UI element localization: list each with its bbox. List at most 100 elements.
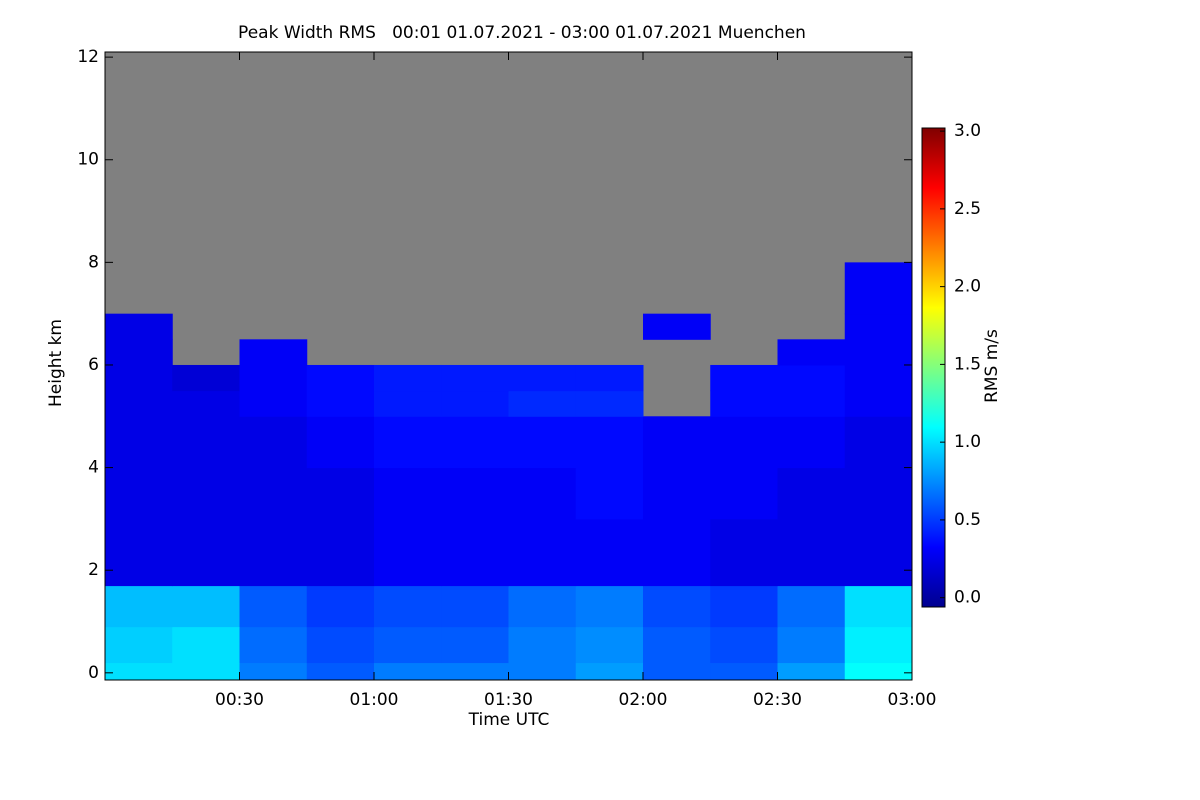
heatmap-cell bbox=[508, 390, 577, 417]
heatmap-cell bbox=[172, 518, 240, 587]
heatmap-cell bbox=[575, 662, 644, 681]
heatmap-cell bbox=[239, 585, 308, 628]
heatmap-cell bbox=[306, 662, 375, 681]
heatmap-cell bbox=[306, 518, 375, 587]
heatmap-cell bbox=[508, 626, 577, 664]
heatmap-cell bbox=[844, 626, 913, 664]
heatmap-cell bbox=[844, 585, 913, 628]
heatmap-cell bbox=[508, 662, 577, 681]
heatmap-cell bbox=[239, 662, 308, 681]
heatmap-cell bbox=[508, 364, 577, 392]
heatmap-cell bbox=[710, 585, 778, 628]
y-tick-label: 0 bbox=[88, 663, 99, 683]
heatmap-cell bbox=[172, 364, 240, 392]
heatmap-cell bbox=[172, 390, 240, 417]
heatmap-cell bbox=[575, 467, 644, 520]
y-tick-label: 6 bbox=[88, 355, 99, 375]
heatmap-cell bbox=[844, 262, 913, 315]
heatmap-cell bbox=[306, 364, 375, 392]
heatmap-cell bbox=[777, 364, 846, 392]
colorbar-tick-label: 2.0 bbox=[954, 277, 981, 297]
heatmap-cell bbox=[105, 364, 173, 392]
heatmap-cell bbox=[844, 364, 913, 392]
colorbar-tick-label: 3.0 bbox=[954, 121, 981, 141]
y-axis-label: Height km bbox=[46, 319, 66, 407]
heatmap-cell bbox=[844, 467, 913, 520]
heatmap-cell bbox=[441, 518, 509, 587]
heatmap-cell bbox=[105, 416, 173, 469]
heatmap-cell bbox=[777, 662, 846, 681]
heatmap-cell bbox=[374, 585, 442, 628]
heatmap-cell bbox=[710, 467, 778, 520]
heatmap-cell bbox=[710, 518, 778, 587]
heatmap-cell bbox=[575, 585, 644, 628]
y-tick-label: 12 bbox=[77, 47, 99, 67]
heatmap-cell bbox=[441, 416, 509, 469]
heatmap-cell bbox=[441, 467, 509, 520]
heatmap-cell bbox=[239, 518, 308, 587]
heatmap-cell bbox=[306, 467, 375, 520]
colorbar-tick-label: 2.5 bbox=[954, 199, 981, 219]
heatmap-cell bbox=[575, 626, 644, 664]
heatmap-cell bbox=[374, 662, 442, 681]
chart-title: Peak Width RMS 00:01 01.07.2021 - 03:00 … bbox=[238, 23, 806, 43]
heatmap-cell bbox=[710, 364, 778, 392]
heatmap-cell bbox=[239, 390, 308, 417]
y-tick-label: 4 bbox=[88, 458, 99, 478]
heatmap-cell bbox=[172, 626, 240, 664]
heatmap-cell bbox=[777, 339, 846, 366]
heatmap-cell bbox=[172, 585, 240, 628]
heatmap-cell bbox=[508, 518, 577, 587]
heatmap-cell bbox=[105, 390, 173, 417]
heatmap-cell bbox=[777, 467, 846, 520]
heatmap-cell bbox=[441, 390, 509, 417]
heatmap-cell bbox=[643, 416, 711, 469]
heatmap-cell bbox=[575, 390, 644, 417]
heatmap-cell bbox=[441, 662, 509, 681]
heatmap-cell bbox=[575, 364, 644, 392]
heatmap-cell bbox=[710, 416, 778, 469]
heatmap-cell bbox=[643, 585, 711, 628]
heatmap-cell bbox=[374, 626, 442, 664]
y-tick-label: 8 bbox=[88, 252, 99, 272]
x-tick-label: 01:30 bbox=[484, 690, 533, 710]
heatmap-cell bbox=[508, 585, 577, 628]
heatmap-cell bbox=[105, 662, 173, 681]
heatmap-cell bbox=[508, 467, 577, 520]
colorbar-tick-label: 1.5 bbox=[954, 354, 981, 374]
heatmap-cell bbox=[441, 585, 509, 628]
x-tick-label: 03:00 bbox=[888, 690, 937, 710]
heatmap-cell bbox=[777, 390, 846, 417]
colorbar-label: RMS m/s bbox=[982, 329, 1002, 403]
heatmap-cell bbox=[710, 662, 778, 681]
heatmap-cell bbox=[374, 467, 442, 520]
heatmap-cell bbox=[239, 339, 308, 366]
heatmap-cell bbox=[172, 416, 240, 469]
heatmap-cell bbox=[374, 518, 442, 587]
heatmap-cell bbox=[306, 416, 375, 469]
heatmap-cell bbox=[239, 626, 308, 664]
heatmap-cell bbox=[575, 416, 644, 469]
heatmap-cell bbox=[306, 626, 375, 664]
heatmap-cell bbox=[844, 518, 913, 587]
y-tick-label: 2 bbox=[88, 560, 99, 580]
heatmap-cell bbox=[172, 662, 240, 681]
heatmap-cell bbox=[105, 313, 173, 340]
heatmap-cell bbox=[643, 467, 711, 520]
x-tick-label: 01:00 bbox=[350, 690, 399, 710]
heatmap-cell bbox=[172, 467, 240, 520]
plot-area bbox=[105, 52, 913, 681]
heatmap-cell bbox=[105, 467, 173, 520]
heatmap-cell bbox=[643, 518, 711, 587]
heatmap-cell bbox=[105, 518, 173, 587]
heatmap-cell bbox=[239, 364, 308, 392]
heatmap-cell bbox=[575, 518, 644, 587]
heatmap-cell bbox=[844, 390, 913, 417]
colorbar-tick-label: 1.0 bbox=[954, 432, 981, 452]
x-tick-label: 02:00 bbox=[619, 690, 668, 710]
colorbar-tick-label: 0.5 bbox=[954, 510, 981, 530]
heatmap-cell bbox=[710, 626, 778, 664]
y-tick-label: 10 bbox=[77, 150, 99, 170]
heatmap-cell bbox=[441, 626, 509, 664]
